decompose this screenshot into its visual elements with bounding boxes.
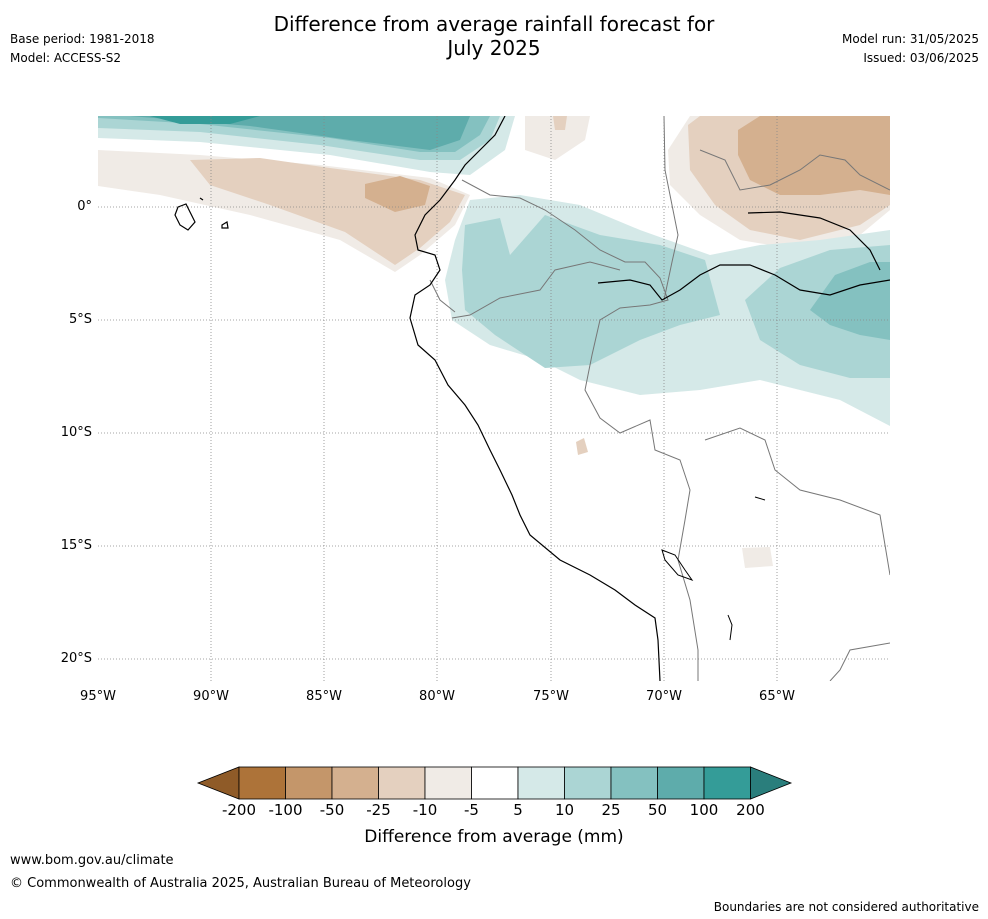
colorbar-tick-label: -5 — [464, 801, 479, 819]
colorbar-tick-label: -200 — [221, 801, 257, 819]
title-line-1: Difference from average rainfall forecas… — [273, 12, 715, 36]
dry-patch-bolivia — [742, 547, 773, 568]
lon-label-80w: 80°W — [419, 689, 455, 704]
lat-label-10s: 10°S — [60, 425, 92, 440]
colorbar-title: Difference from average (mm) — [364, 827, 624, 847]
colorbar-tick-label: 25 — [601, 801, 621, 819]
dry-zone-northeast-25 — [738, 116, 890, 195]
lat-label-0: 0° — [77, 199, 92, 214]
footer-url[interactable]: www.bom.gov.au/climate — [10, 853, 174, 868]
colorbar-tick-label: -10 — [412, 801, 438, 819]
map-title: Difference from average rainfall forecas… — [0, 12, 988, 60]
lon-label-95w: 95°W — [80, 689, 116, 704]
lon-label-85w: 85°W — [306, 689, 342, 704]
model-name: Model: ACCESS-S2 — [10, 51, 122, 65]
galapagos-islands — [174, 197, 229, 231]
footer-copyright: © Commonwealth of Australia 2025, Austra… — [10, 876, 471, 891]
country-borders — [429, 116, 890, 681]
dry-zone-north-patch-inner — [553, 116, 567, 130]
issued-date: Issued: 03/06/2025 — [863, 51, 979, 65]
base-period: Base period: 1981-2018 — [10, 32, 155, 46]
map-plot-area — [98, 116, 890, 681]
dry-zone-north-patch — [525, 116, 590, 160]
colorbar-tick-label: 10 — [554, 801, 575, 819]
coastline — [409, 116, 890, 681]
footer-disclaimer: Boundaries are not considered authoritat… — [713, 900, 979, 914]
model-run-date: Model run: 31/05/2025 — [841, 32, 979, 46]
colorbar-tick-label: -100 — [268, 801, 303, 819]
lat-label-20s: 20°S — [60, 651, 92, 666]
lon-label-75w: 75°W — [533, 689, 569, 704]
wet-zone-amazon-25 — [462, 215, 720, 368]
graticule — [98, 116, 890, 681]
dry-zone-equatorial-25 — [365, 176, 430, 212]
colorbar-tick-label: 50 — [647, 801, 668, 819]
colorbar-tick-label: 5 — [513, 801, 523, 819]
wet-zone-north-pacific-100 — [130, 116, 470, 150]
colorbar-tick-label: 100 — [689, 801, 719, 819]
lon-label-70w: 70°W — [646, 689, 682, 704]
lon-label-90w: 90°W — [193, 689, 229, 704]
colorbar-tick-label: -25 — [366, 801, 391, 819]
title-line-2: July 2025 — [447, 36, 541, 60]
dry-patch-central — [576, 438, 588, 455]
lat-label-15s: 15°S — [60, 538, 92, 553]
colorbar-tick-label: -50 — [319, 801, 345, 819]
wet-zone-east-50 — [810, 262, 890, 340]
lat-label-5s: 5°S — [68, 312, 92, 327]
colorbar-tick-label: 200 — [736, 801, 765, 819]
wet-zone-north-pacific-200 — [150, 116, 260, 124]
lakes — [661, 496, 766, 641]
lon-label-65w: 65°W — [759, 689, 795, 704]
